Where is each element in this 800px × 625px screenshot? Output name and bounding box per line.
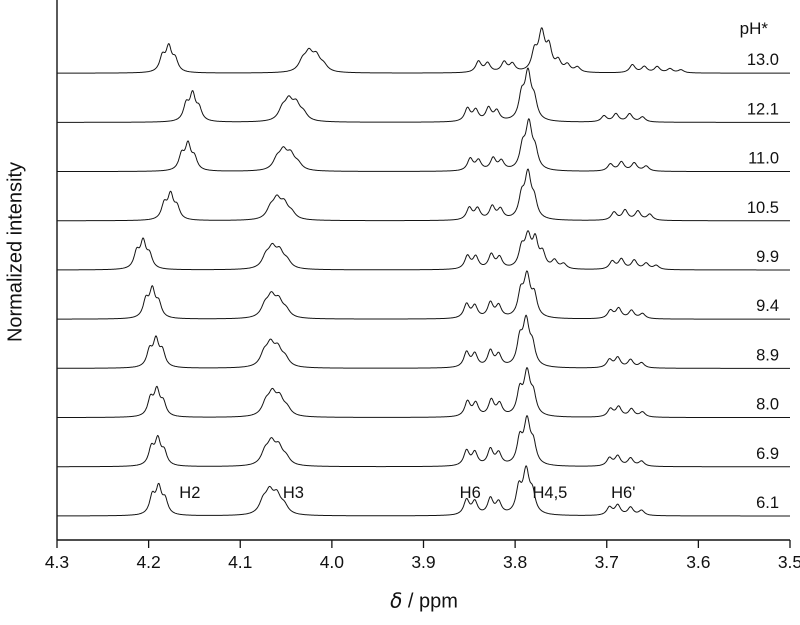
spectrum-9.4 [57,270,790,320]
spectrum-12.1 [57,67,790,123]
x-tick-label-3.5: 3.5 [778,552,800,572]
peak-label-H6: H6' [611,484,635,502]
spectrum-6.1 [57,465,790,517]
peak-label-H2: H2 [179,484,200,502]
x-tick-label-3.9: 3.9 [411,552,435,572]
ph-column-header: pH* [739,19,768,38]
x-tick-label-3.6: 3.6 [686,552,710,572]
peak-label-H3: H3 [283,484,304,502]
ph-label-13.0: 13.0 [747,51,779,69]
x-tick-label-4.1: 4.1 [228,552,252,572]
spectrum-13.0 [57,27,790,74]
ph-label-8.0: 8.0 [756,396,779,414]
x-tick-label-4.2: 4.2 [136,552,160,572]
ph-label-8.9: 8.9 [756,346,779,364]
ph-label-12.1: 12.1 [747,100,779,118]
peak-label-H6: H6 [460,484,481,502]
x-tick-label-3.7: 3.7 [595,552,619,572]
ph-label-9.4: 9.4 [756,297,779,315]
x-axis-label: δ / ppm [390,589,458,614]
x-tick-label-4.0: 4.0 [320,552,345,572]
spectrum-11.0 [57,118,790,173]
spectrum-6.9 [57,415,790,468]
spectrum-10.5 [57,168,790,222]
spectrum-8.0 [56,367,790,419]
spectrum-9.9 [56,230,790,271]
ph-label-11.0: 11.0 [748,150,779,168]
peak-label-H45: H4,5 [533,484,568,502]
ph-label-6.9: 6.9 [756,445,779,463]
x-axis-unit: / ppm [402,590,458,613]
ph-label-10.5: 10.5 [747,199,779,217]
delta-symbol: δ [390,588,403,613]
ph-label-9.9: 9.9 [756,248,779,266]
y-axis-label: Normalized intensity [4,161,27,343]
x-tick-label-3.8: 3.8 [503,552,527,572]
ph-label-6.1: 6.1 [756,494,779,512]
x-tick-label-4.3: 4.3 [45,552,69,572]
spectrum-8.9 [57,314,790,369]
